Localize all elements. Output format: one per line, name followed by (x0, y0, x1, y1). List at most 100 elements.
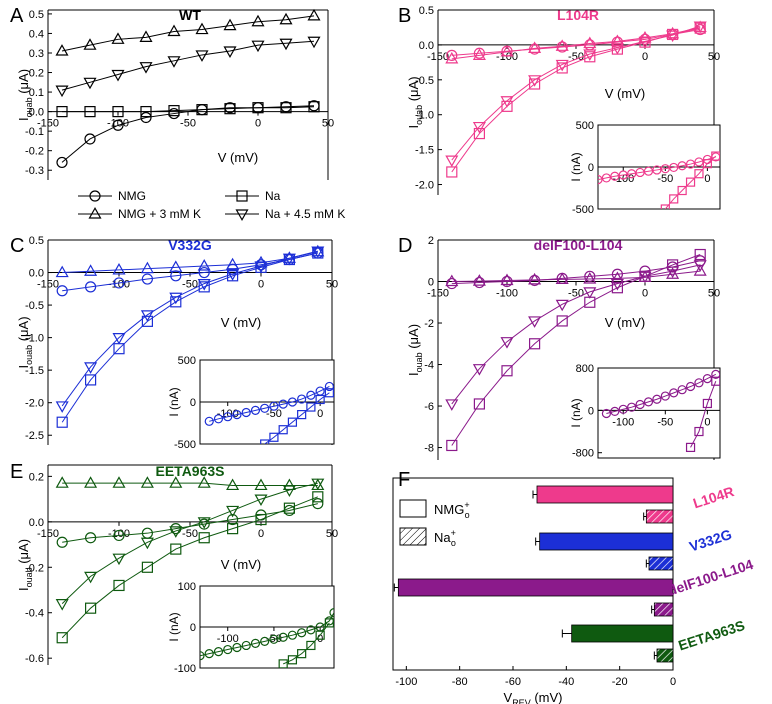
data-point (584, 51, 596, 63)
y-tick-label: -8 (424, 443, 434, 455)
y-axis-label: Iouab (μA) (16, 69, 34, 121)
data-point (282, 485, 296, 497)
x-tick-label: -100 (395, 676, 417, 688)
y-axis-label: Iouab (μA) (406, 324, 424, 376)
inset-series-line (209, 386, 330, 422)
data-point (528, 75, 542, 87)
series-line (451, 25, 701, 161)
data-point (141, 561, 153, 573)
y-tick-label: -2.0 (415, 180, 434, 192)
data-point (583, 36, 597, 49)
data-point (84, 532, 97, 544)
data-point (112, 476, 126, 488)
legend-swatch (399, 527, 427, 546)
inset-data-point (269, 401, 279, 411)
x-tick-label: 50 (708, 51, 720, 63)
data-point (254, 494, 268, 507)
data-point (224, 103, 236, 115)
data-point (195, 50, 209, 62)
data-point (55, 476, 69, 488)
inset-data-point (677, 385, 687, 395)
y-tick-label: 0.2 (29, 68, 44, 80)
inset-y-tick-label: -500 (174, 439, 196, 451)
data-point (111, 32, 125, 44)
panel-letter: A (10, 5, 24, 27)
y-tick-label: -0.2 (25, 562, 44, 574)
data-point (141, 273, 153, 285)
data-point (638, 271, 652, 284)
data-point (528, 316, 542, 328)
series-line (61, 482, 318, 604)
inset-data-point (213, 414, 224, 424)
x-tick-label: -100 (108, 279, 130, 291)
data-point (694, 248, 706, 261)
data-point (500, 337, 514, 349)
inset-x-tick-label: -100 (217, 633, 239, 645)
legend-entry: NMG+ o (434, 500, 470, 520)
data-point (556, 315, 568, 327)
inset-series-line (690, 381, 717, 448)
y-tick-label: -1.5 (415, 145, 434, 157)
x-tick-label: 50 (326, 279, 338, 291)
data-point (84, 362, 98, 374)
x-tick-label: -60 (505, 676, 521, 688)
series-line (62, 482, 318, 486)
data-point (55, 401, 69, 413)
x-tick-label: -100 (107, 118, 129, 130)
x-tick-label: 0 (642, 51, 648, 63)
data-point (140, 261, 154, 274)
data-point (56, 416, 68, 428)
x-tick-label: 0 (255, 118, 261, 130)
data-point (282, 253, 296, 266)
panel-title: EETA963S (156, 463, 225, 479)
data-point (56, 285, 68, 297)
inset-data-point (711, 369, 720, 379)
bar-na (645, 509, 674, 524)
inset-data-point (694, 378, 704, 388)
inset-data-point (329, 608, 334, 618)
series-line (451, 254, 701, 446)
data-point (84, 374, 97, 386)
x-axis-label: V (mV) (221, 557, 261, 572)
data-point (55, 599, 69, 611)
data-point (83, 77, 97, 90)
y-tick-label: 0.0 (29, 107, 44, 119)
series-line (451, 26, 701, 60)
data-point (55, 265, 69, 278)
inset-data-point (287, 397, 298, 407)
data-point (279, 38, 293, 51)
inset-y-axis-label: I (nA) (167, 387, 181, 416)
inset-series-line (598, 156, 716, 181)
inset-data-point (315, 630, 325, 640)
bar-group-label: EETA963S (676, 617, 747, 654)
x-tick-label: -100 (496, 51, 518, 63)
bar-chart-frame (392, 477, 674, 671)
inset-series (601, 369, 720, 453)
data-point (307, 8, 321, 21)
inset-data-point (260, 439, 270, 444)
x-tick-label: -50 (182, 528, 198, 540)
data-point (251, 40, 265, 53)
series-line (61, 250, 318, 407)
x-axis-label: VREV (mV) (504, 690, 563, 704)
inset-series-line (200, 612, 334, 657)
data-point (141, 315, 153, 327)
inset-data-point (610, 406, 620, 417)
legend-entry: Na+ o (434, 528, 456, 548)
data-point (83, 38, 97, 50)
inset-data-point (324, 388, 334, 398)
legend-marker (236, 190, 248, 202)
inset-data-point (241, 640, 251, 651)
series-line (61, 15, 315, 52)
x-tick-label: -150 (37, 279, 59, 291)
x-tick-label: -50 (182, 279, 198, 291)
data-point (255, 513, 267, 526)
x-tick-label: -150 (427, 51, 449, 63)
series-line (62, 106, 315, 113)
data-point (140, 310, 154, 322)
inset-x-tick-label: -50 (266, 408, 282, 420)
data-point (226, 257, 240, 270)
legend-marker (235, 209, 249, 221)
y-tick-label: 2 (428, 235, 434, 247)
data-point (693, 260, 707, 272)
